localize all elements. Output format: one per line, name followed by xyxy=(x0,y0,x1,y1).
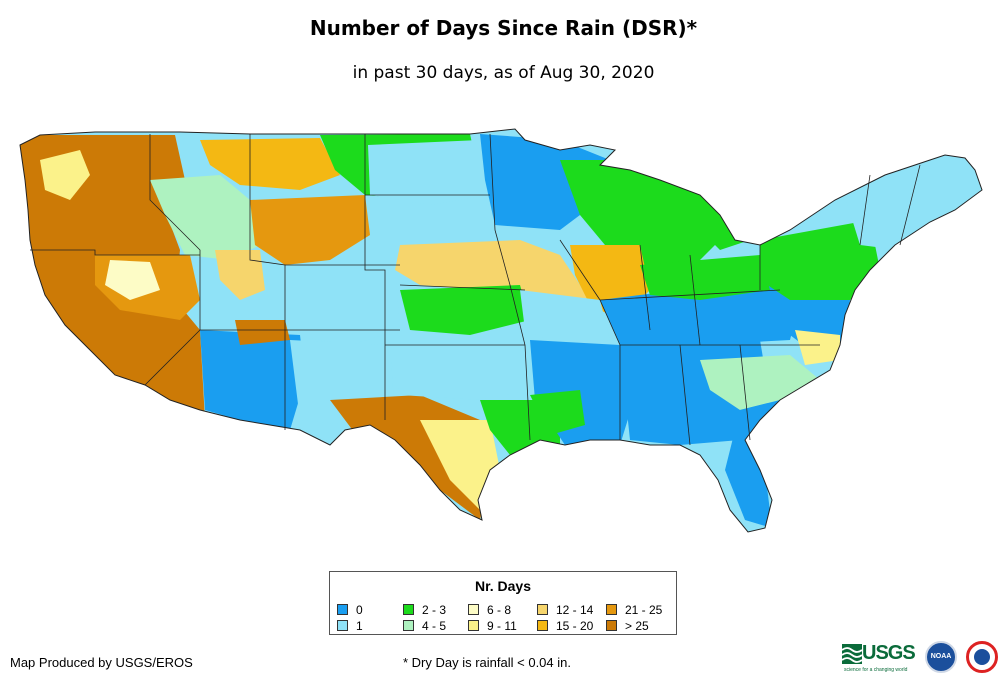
legend-label: 1 xyxy=(356,618,363,633)
legend-swatch xyxy=(606,604,617,616)
dry-day-footnote: * Dry Day is rainfall < 0.04 in. xyxy=(403,655,571,670)
region-ohio-2-3 xyxy=(640,255,770,300)
legend-label: 12 - 14 xyxy=(556,602,594,617)
legend-item: 6 - 8 xyxy=(468,602,512,617)
legend-label: 0 xyxy=(356,602,363,617)
legend-swatch xyxy=(606,620,617,632)
legend-item: 12 - 14 xyxy=(537,602,594,617)
region-wyoming-21-25 xyxy=(250,195,370,265)
legend-swatch xyxy=(403,604,414,616)
legend-item: 1 xyxy=(337,618,363,633)
region-colorado-1 xyxy=(290,270,400,345)
legend-item: 2 - 3 xyxy=(403,602,447,617)
map-credit: Map Produced by USGS/EROS xyxy=(10,655,193,670)
legend-label: > 25 xyxy=(625,618,649,633)
legend-item: 9 - 11 xyxy=(468,618,517,633)
legend-title: Nr. Days xyxy=(474,578,532,594)
region-nevada-6-8 xyxy=(105,260,160,300)
legend-item: 0 xyxy=(337,602,363,617)
region-montana-15-20 xyxy=(200,138,340,190)
map-title: Number of Days Since Rain (DSR)* xyxy=(309,16,698,40)
region-oklahoma-1 xyxy=(385,340,530,400)
legend-item: 21 - 25 xyxy=(606,602,663,617)
usgs-logo-text: USGS xyxy=(862,642,916,664)
legend-label: 15 - 20 xyxy=(556,618,594,633)
nws-logo xyxy=(966,641,998,673)
state-borders xyxy=(30,133,921,446)
usgs-tagline: science for a changing world xyxy=(844,667,908,673)
legend-item: 4 - 5 xyxy=(403,618,447,633)
map-subtitle: in past 30 days, as of Aug 30, 2020 xyxy=(352,63,655,83)
region-north-dakota-1 xyxy=(368,140,490,205)
legend-swatch xyxy=(537,604,548,616)
legend-label: 2 - 3 xyxy=(422,602,447,617)
agency-logos: USGS science for a changing world NOAA xyxy=(842,638,1002,678)
region-iowa-nebraska-12-14 xyxy=(395,240,590,300)
usgs-wave-icon xyxy=(842,643,862,664)
usgs-logo: USGS xyxy=(842,642,916,670)
region-virginia-9-11 xyxy=(795,330,840,365)
legend-label: 4 - 5 xyxy=(422,618,447,633)
legend-swatch xyxy=(403,620,414,632)
legend-item: 15 - 20 xyxy=(537,618,594,633)
legend-swatch xyxy=(468,620,479,632)
legend-item: > 25 xyxy=(606,618,649,633)
noaa-logo: NOAA xyxy=(925,641,957,673)
region-kansas-2-3 xyxy=(400,285,530,335)
region-arizona-0 xyxy=(200,330,305,430)
region-texas-central-9-11 xyxy=(420,420,500,510)
dsr-color-regions xyxy=(20,134,982,528)
region-carolinas-4-5 xyxy=(700,355,820,410)
legend-label: 9 - 11 xyxy=(487,618,517,633)
legend-swatch xyxy=(468,604,479,616)
legend-label: 21 - 25 xyxy=(625,602,663,617)
legend-label: 6 - 8 xyxy=(487,602,512,617)
legend-swatch xyxy=(337,620,348,632)
region-louisiana-2-3 xyxy=(530,390,585,435)
region-utah-over-25 xyxy=(235,320,290,345)
region-missouri-1 xyxy=(520,290,610,345)
region-pennsylvania-2-3 xyxy=(760,220,880,300)
region-coast-9-11 xyxy=(40,150,90,200)
legend-swatch xyxy=(537,620,548,632)
region-idaho-4-5 xyxy=(150,175,260,260)
legend-swatch xyxy=(337,604,348,616)
region-utah-12-14 xyxy=(215,250,265,300)
